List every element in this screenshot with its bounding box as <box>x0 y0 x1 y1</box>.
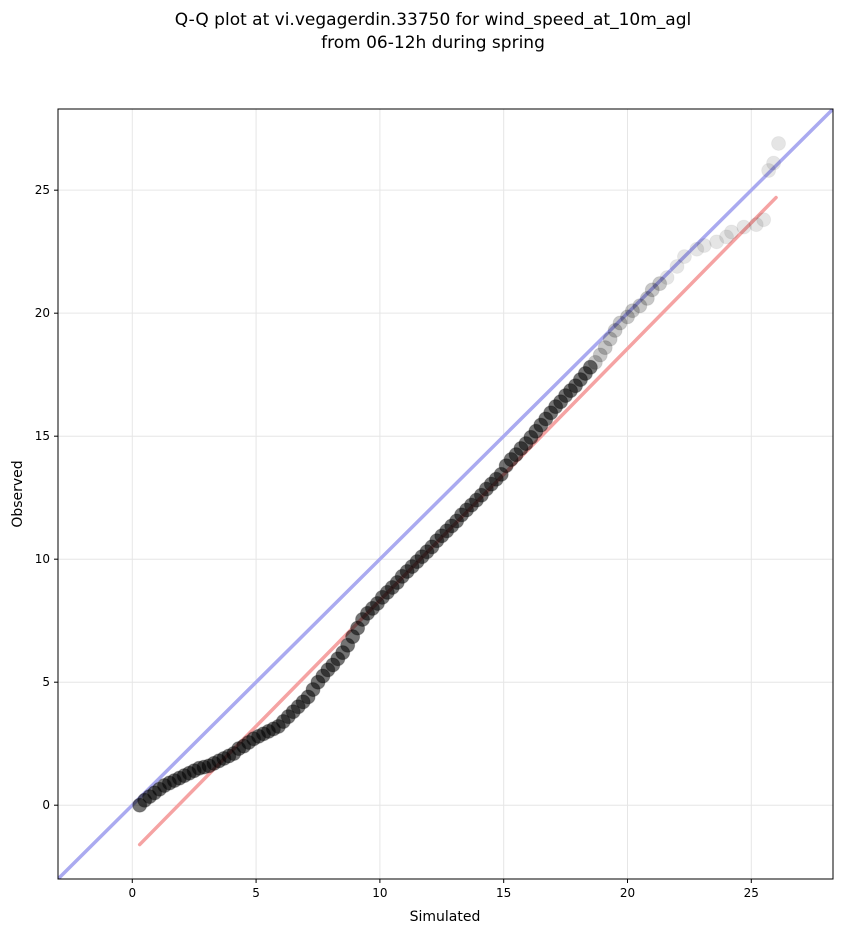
x-tick-label-2: 10 <box>372 886 387 900</box>
data-point-99 <box>624 303 640 319</box>
chart-title-line-2: from 06-12h during spring <box>321 33 545 53</box>
data-point-112 <box>736 219 752 235</box>
data-point-97 <box>612 315 628 331</box>
x-axis-ticks: 0 5 10 15 20 25 <box>128 879 759 900</box>
data-point-115 <box>761 163 777 179</box>
x-tick-label-0: 0 <box>128 886 136 900</box>
grid-lines <box>58 109 833 879</box>
data-point-111 <box>723 224 739 240</box>
data-point-108 <box>696 238 712 254</box>
y-tick-label-3: 15 <box>35 429 50 443</box>
data-point-95 <box>602 331 618 347</box>
y-tick-label-0: 0 <box>42 798 50 812</box>
x-tick-label-5: 25 <box>744 886 759 900</box>
y-tick-label-1: 5 <box>42 675 50 689</box>
data-point-107 <box>689 241 705 257</box>
data-point-105 <box>669 258 685 274</box>
data-point-92 <box>587 354 603 370</box>
y-tick-label-5: 25 <box>35 183 50 197</box>
data-point-104 <box>659 270 675 286</box>
data-point-116 <box>766 155 782 171</box>
data-point-102 <box>644 282 660 298</box>
data-point-106 <box>676 249 692 265</box>
x-axis-label: Simulated <box>410 909 481 925</box>
x-tick-label-3: 15 <box>496 886 511 900</box>
data-point-96 <box>607 322 623 338</box>
y-tick-label-2: 10 <box>35 552 50 566</box>
y-axis-ticks: 0 5 10 15 20 25 <box>35 183 58 812</box>
chart-title-line-1: Q-Q plot at vi.vegagerdin.33750 for wind… <box>175 10 691 30</box>
data-point-103 <box>652 276 668 292</box>
data-point-114 <box>756 212 772 228</box>
data-point-98 <box>619 309 635 325</box>
data-point-110 <box>719 229 735 245</box>
reference-lines <box>58 109 833 879</box>
data-point-109 <box>709 234 725 250</box>
data-point-91 <box>582 359 598 375</box>
data-points <box>132 135 787 813</box>
y-tick-label-4: 20 <box>35 306 50 320</box>
data-point-94 <box>597 340 613 356</box>
y-axis-label: Observed <box>10 460 26 527</box>
data-point-113 <box>748 217 764 233</box>
data-point-93 <box>592 347 608 363</box>
x-tick-label-4: 20 <box>620 886 635 900</box>
plot-frame <box>57 108 834 880</box>
data-point-100 <box>632 298 648 314</box>
one-to-one-line <box>58 109 833 879</box>
data-point-117 <box>771 135 787 151</box>
data-point-101 <box>639 290 655 306</box>
x-tick-label-1: 5 <box>252 886 260 900</box>
